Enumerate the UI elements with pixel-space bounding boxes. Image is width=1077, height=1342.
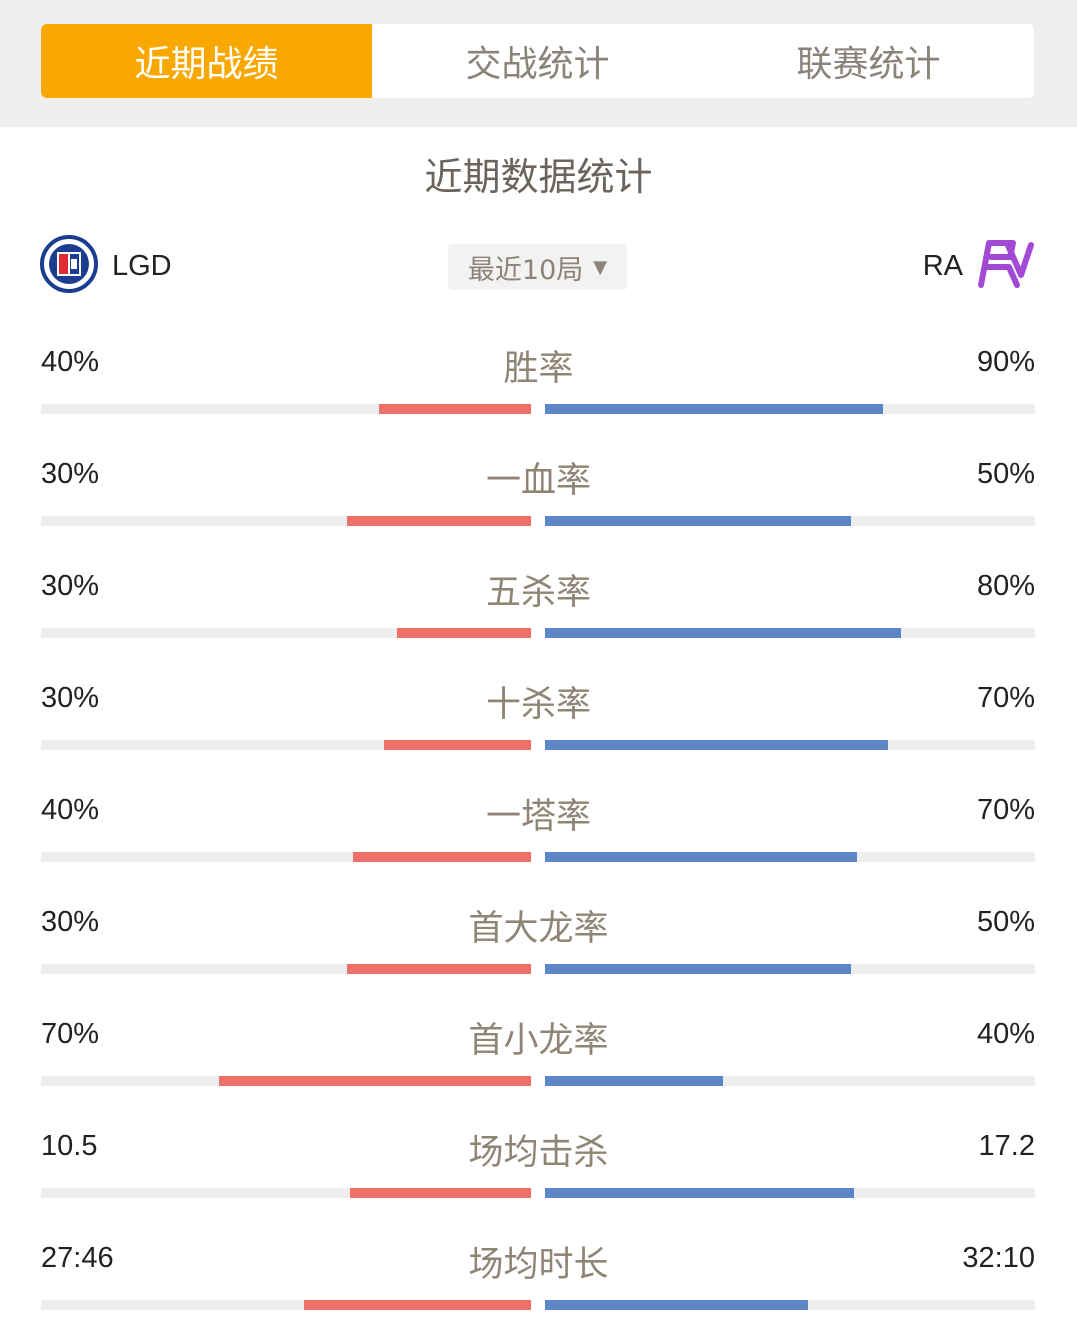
left-bar-track [41,852,531,862]
stat-label: 首大龙率 [468,909,609,949]
right-bar-fill [545,852,857,862]
stat-row: 40% 胜率 90% [0,334,1077,446]
stat-label: 场均时长 [468,1245,609,1285]
right-value: 50% [976,458,1035,490]
left-value: 27:46 [41,1242,114,1274]
right-bar-fill [545,964,852,974]
stat-row: 30% 五杀率 80% [0,558,1077,670]
right-value: 70% [976,794,1035,826]
stat-row: 27:46 场均时长 32:10 [0,1230,1077,1342]
right-bar-fill [545,628,902,638]
tab-bar-background: 近期战绩 交战统计 联赛统计 [0,0,1077,127]
left-value: 70% [41,1018,100,1050]
stat-row: 40% 一塔率 70% [0,782,1077,894]
right-bar-track [545,740,1035,750]
left-bar-fill [350,1188,531,1198]
left-bar-fill [347,964,531,974]
tab-recent-record[interactable]: 近期战绩 [41,24,372,98]
left-value: 30% [41,906,100,938]
right-bar-track [545,852,1035,862]
right-bar-track [545,628,1035,638]
right-bar-fill [545,404,884,414]
tab-bar: 近期战绩 交战统计 联赛统计 [41,24,1034,98]
left-value: 10.5 [41,1130,98,1162]
right-value: 90% [976,346,1035,378]
right-bar-fill [545,740,888,750]
left-bar-track [41,628,531,638]
left-bar-track [41,1076,531,1086]
left-bar-fill [304,1300,531,1310]
team-right: RA [923,236,1035,296]
left-bar-fill [352,852,531,862]
left-bar-fill [219,1076,531,1086]
left-bar-track [41,740,531,750]
team-right-name: RA [922,249,963,282]
team-left-name: LGD [112,249,172,282]
stat-label: 一塔率 [485,797,591,837]
right-value: 32:10 [962,1242,1035,1274]
left-bar-fill [384,740,531,750]
caret-down-icon: ▼ [593,256,608,278]
stat-label: 场均击杀 [468,1133,609,1173]
left-value: 40% [41,346,100,378]
right-value: 50% [976,906,1035,938]
right-bar-track [545,1300,1035,1310]
left-bar-track [41,404,531,414]
lgd-logo-icon [40,235,98,297]
left-value: 40% [41,794,100,826]
left-bar-track [41,964,531,974]
section-title: 近期数据统计 [424,155,653,199]
stat-row: 30% 一血率 50% [0,446,1077,558]
right-bar-track [545,1076,1035,1086]
right-bar-fill [545,1300,809,1310]
left-bar-fill [379,404,531,414]
team-left: LGD [40,235,172,297]
stat-row: 10.5 场均击杀 17.2 [0,1118,1077,1230]
left-bar-track [41,516,531,526]
tab-head-to-head[interactable]: 交战统计 [465,44,610,85]
right-bar-track [545,1188,1035,1198]
right-bar-track [545,964,1035,974]
left-bar-fill [397,628,531,638]
stat-row: 30% 首大龙率 50% [0,894,1077,1006]
right-bar-track [545,404,1035,414]
right-bar-track [545,516,1035,526]
left-value: 30% [41,570,100,602]
right-value: 40% [976,1018,1035,1050]
stat-label: 十杀率 [485,685,591,725]
right-bar-fill [545,516,852,526]
right-value: 80% [976,570,1035,602]
stat-label: 胜率 [503,349,574,389]
left-bar-track [41,1300,531,1310]
left-bar-fill [347,516,531,526]
left-bar-track [41,1188,531,1198]
left-value: 30% [41,458,100,490]
stat-label: 一血率 [485,461,591,501]
right-value: 17.2 [978,1130,1035,1162]
right-bar-fill [545,1076,724,1086]
right-value: 70% [976,682,1035,714]
stat-label: 首小龙率 [468,1021,609,1061]
stat-row: 70% 首小龙率 40% [0,1006,1077,1118]
stat-row: 30% 十杀率 70% [0,670,1077,782]
stat-label: 五杀率 [485,573,591,613]
ra-logo-icon [977,235,1035,297]
game-count-dropdown[interactable]: 最近10局 ▼ [448,244,627,290]
left-value: 30% [41,682,100,714]
tab-league-stats[interactable]: 联赛统计 [796,44,941,85]
right-bar-fill [545,1188,855,1198]
dropdown-label: 最近10局 [467,254,584,286]
